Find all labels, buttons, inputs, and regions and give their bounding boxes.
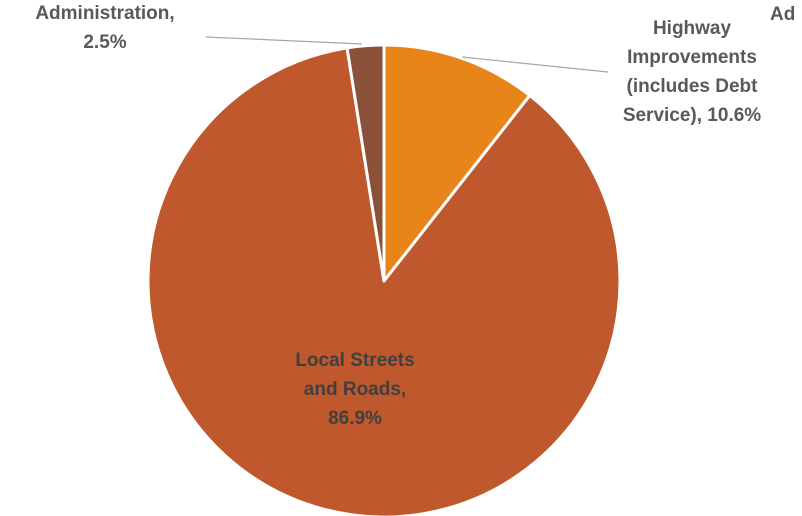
clipped-label-fragment: Ad xyxy=(770,4,795,25)
leader-lines xyxy=(205,36,609,73)
pie-slice-2 xyxy=(345,43,386,283)
leader-line-2 xyxy=(205,36,363,45)
slice-label-2: Administration, 2.5% xyxy=(35,3,174,53)
pie-slice-0 xyxy=(382,43,532,283)
leader-line-0 xyxy=(461,56,609,73)
pie-slices xyxy=(146,43,622,516)
data-labels: Highway Improvements (includes Debt Service… xyxy=(35,3,795,429)
slice-label-1: Local Streets and Roads, 86.9% xyxy=(295,350,414,429)
slice-label-0: Highway Improvements (includes Debt Service… xyxy=(623,18,761,126)
